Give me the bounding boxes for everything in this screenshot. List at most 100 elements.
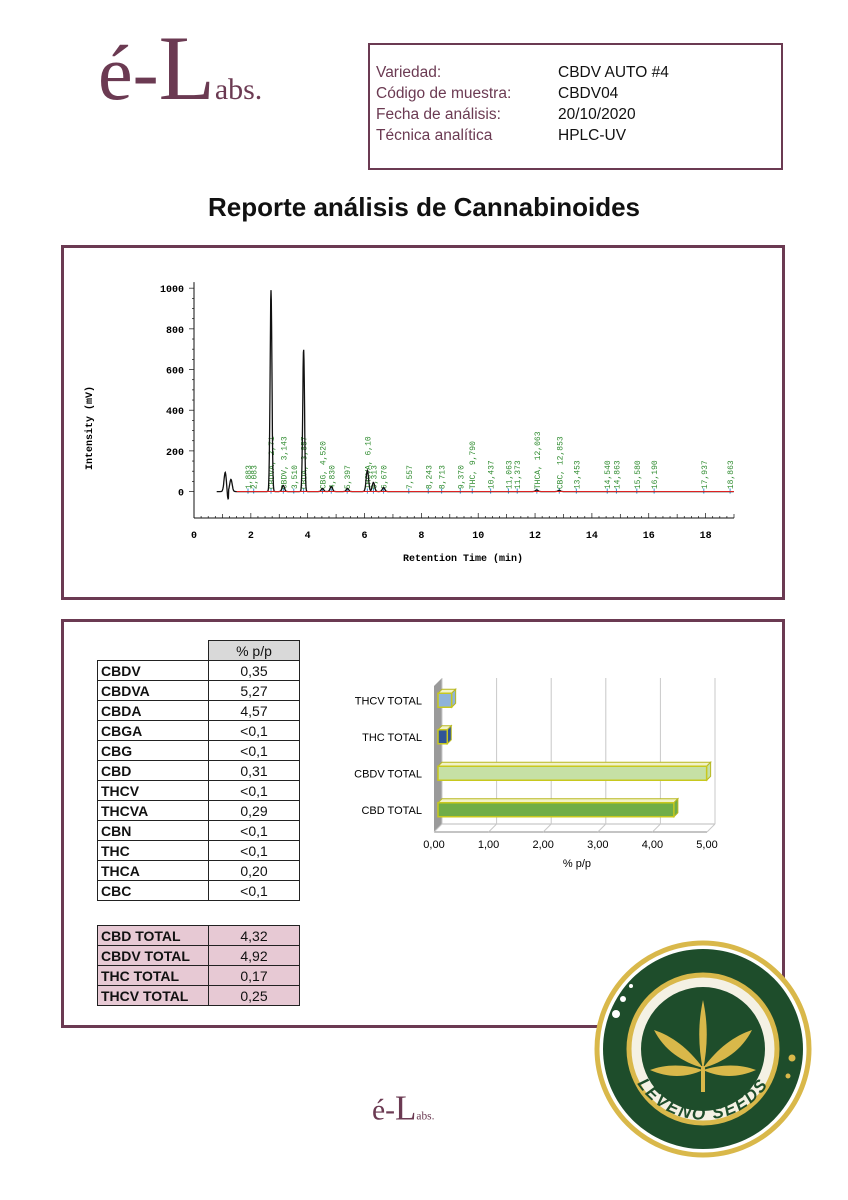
totals-bar-chart: % p/p 0,00 1,00 2,00 3,00 4,00 5,00 THCV TOTAL… [354, 678, 718, 870]
chromatogram-chart: Intensity (mV) Retention Time (min) 0 2 4 6… [84, 282, 736, 565]
peak-label: 8,243 [425, 465, 434, 489]
chromatogram-x-tick: 0 [191, 531, 197, 542]
bar-chart-category-label: THCV TOTAL [355, 695, 422, 707]
report-title: Reporte análisis de Cannabinoides [208, 192, 640, 222]
bar-chart-category-label: THC TOTAL [362, 732, 422, 744]
table-row: THCVA 0,29 [97, 800, 300, 821]
peak-label: THCA, 12,063 [534, 431, 543, 489]
compound-name: CBDV [97, 660, 209, 681]
compound-name: THCA [97, 860, 209, 881]
total-value: 4,32 [208, 925, 300, 946]
totals-row: THC TOTAL 0,17 [97, 965, 300, 986]
compound-name: CBGA [97, 720, 209, 741]
compound-value: <0,1 [208, 720, 300, 741]
peak-label: THC, 9,790 [469, 441, 478, 489]
bar-chart-x-tick: 5,00 [696, 839, 717, 851]
chromatogram-x-tick: 18 [700, 531, 712, 542]
totals-row: CBD TOTAL 4,32 [97, 925, 300, 946]
compound-value: <0,1 [208, 820, 300, 841]
chromatogram-y-tick: 400 [166, 407, 184, 418]
peak-label: CBG, 4,520 [319, 441, 328, 489]
chromatogram-x-tick: 8 [418, 531, 424, 542]
peak-label: 15,580 [634, 460, 643, 489]
compound-name: CBC [97, 880, 209, 901]
table-row: CBD 0,31 [97, 760, 300, 781]
peak-label: 9,370 [457, 465, 466, 489]
chromatogram-xlabel: Retention Time (min) [403, 553, 523, 565]
compound-name: THCVA [97, 800, 209, 821]
compound-name: THCV [97, 780, 209, 801]
chromatogram-y-tick: 800 [166, 326, 184, 337]
table-row: CBDA 4,57 [97, 700, 300, 721]
bar-chart-x-tick: 3,00 [587, 839, 608, 851]
table-row: CBDV 0,35 [97, 660, 300, 681]
table-header-row: % p/p [97, 640, 300, 661]
table-row: THC <0,1 [97, 840, 300, 861]
chromatogram-ylabel: Intensity (mV) [84, 386, 96, 470]
bar-cbd-total [437, 802, 675, 818]
peak-label: CBDV, 3,143 [280, 436, 289, 489]
table-row: CBC <0,1 [97, 880, 300, 901]
leveno-seeds-seal: LEVENO SEEDS [594, 940, 812, 1158]
compound-value: 0,29 [208, 800, 300, 821]
peak-label: 13,453 [573, 460, 582, 489]
total-name: CBDV TOTAL [97, 945, 209, 966]
total-value: 0,25 [208, 985, 300, 1006]
compound-name: CBG [97, 740, 209, 761]
peak-label: CBC, 12,853 [556, 436, 565, 489]
peak-label: THCVA, 6,10 [364, 436, 373, 489]
seal-dots [612, 984, 633, 1018]
peak-label: 7,557 [406, 465, 415, 489]
peak-label: 17,937 [701, 460, 710, 489]
peak-label: 4,830 [328, 465, 337, 489]
compound-value: <0,1 [208, 780, 300, 801]
chromatogram-x-tick: 16 [643, 531, 655, 542]
peak-label: 6,670 [381, 465, 390, 489]
totals-table: CBD TOTAL 4,32 CBDV TOTAL 4,92 THC TOTAL 0,17… [97, 925, 300, 1006]
bar-chart-side-wall [434, 678, 442, 832]
peak-label: 16,190 [651, 460, 660, 489]
totals-row: THCV TOTAL 0,25 [97, 985, 300, 1006]
chromatogram-x-tick: 10 [472, 531, 484, 542]
peak-label: 3,510 [291, 465, 300, 489]
results-panel [61, 619, 785, 1028]
chromatogram-x-tick: 6 [362, 531, 368, 542]
peak-label: 11,373 [514, 460, 523, 489]
elabs-logo-footer: é-Labs. [372, 1088, 435, 1127]
bar-chart-category-label: CBDV TOTAL [354, 768, 422, 780]
total-name: THCV TOTAL [97, 985, 209, 1006]
chromatogram-y-tick: 0 [178, 489, 184, 500]
table-row: THCA 0,20 [97, 860, 300, 881]
cannabinoid-table: % p/p CBDV 0,35 CBDVA 5,27 CBDA 4,57 CBGA <0,1 C… [97, 640, 300, 901]
total-value: 0,17 [208, 965, 300, 986]
compound-value: 0,35 [208, 660, 300, 681]
peak-label: 11,063 [505, 460, 514, 489]
elabs-logo: é-Labs. [98, 17, 263, 119]
cannabis-leaf-icon [650, 1000, 756, 1092]
peak-label: 14,863 [613, 460, 622, 489]
bar-chart-x-tick: 1,00 [478, 839, 499, 851]
bar-cbdv-total [437, 765, 708, 781]
compound-name: THC [97, 840, 209, 861]
compound-value: 0,31 [208, 760, 300, 781]
peak-label: 10,437 [488, 460, 497, 489]
chromatogram-y-tick: 1000 [160, 285, 184, 296]
table-row: CBGA <0,1 [97, 720, 300, 741]
table-header-unit: % p/p [208, 640, 300, 661]
peak-label: 2,083 [251, 465, 260, 489]
chromatogram-y-tick: 200 [166, 448, 184, 459]
bar-chart-x-tick: 2,00 [532, 839, 553, 851]
total-name: THC TOTAL [97, 965, 209, 986]
peak-label: 14,540 [604, 460, 613, 489]
sample-info-box: Variedad: CBDV AUTO #4 Código de muestra… [368, 43, 783, 170]
table-row: CBG <0,1 [97, 740, 300, 761]
bar-chart-x-tick: 0,00 [423, 839, 444, 851]
compound-value: 5,27 [208, 680, 300, 701]
compound-name: CBN [97, 820, 209, 841]
bar-chart-category-label: CBD TOTAL [361, 805, 422, 817]
chromatogram-x-tick: 4 [305, 531, 311, 542]
chromatogram-x-tick: 14 [586, 531, 598, 542]
peak-label: 5,397 [344, 465, 353, 489]
compound-name: CBD [97, 760, 209, 781]
table-row: CBN <0,1 [97, 820, 300, 841]
